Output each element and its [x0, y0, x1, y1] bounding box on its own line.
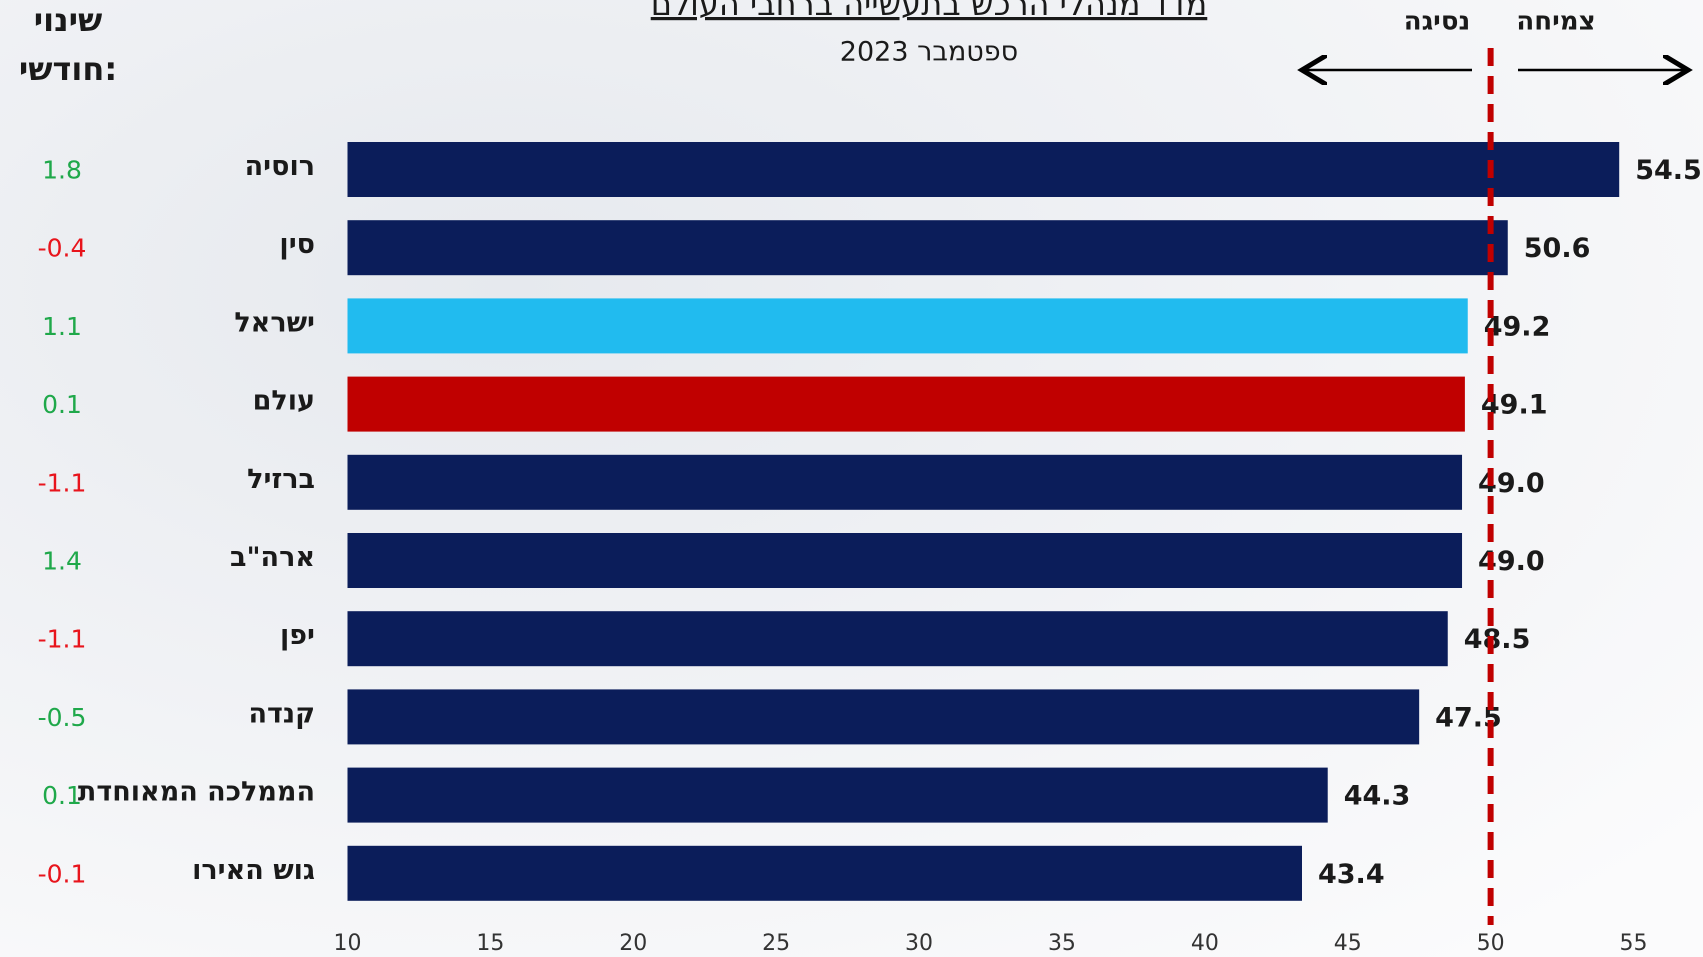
change-label: -0.5	[38, 703, 87, 732]
category-label: ארה"ב	[230, 542, 315, 573]
category-label: גוש האירו	[192, 855, 315, 886]
bar	[347, 376, 1465, 432]
category-label: עולם	[253, 386, 315, 417]
value-label: 43.4	[1318, 859, 1385, 890]
change-label: -1.1	[38, 468, 87, 497]
change-label: 0.1	[42, 390, 82, 419]
x-tick-label: 50	[1477, 931, 1505, 956]
change-label: 1.1	[42, 312, 82, 341]
x-tick-label: 30	[905, 931, 933, 956]
value-label: 49.2	[1484, 311, 1551, 342]
bar	[347, 533, 1463, 588]
change-label: -1.1	[38, 625, 87, 654]
bar	[347, 142, 1620, 197]
category-label: קנדה	[248, 698, 315, 729]
value-label: 44.3	[1344, 781, 1411, 812]
change-label: -0.1	[38, 859, 87, 888]
change-label: 1.4	[42, 547, 82, 576]
chart-subtitle: ספטמבר 2023	[840, 37, 1018, 68]
bar	[347, 611, 1448, 667]
bar	[347, 767, 1328, 823]
x-tick-label: 10	[334, 931, 362, 956]
bar	[347, 845, 1302, 901]
category-label: רוסיה	[245, 151, 315, 182]
value-label: 48.5	[1464, 624, 1531, 655]
x-tick-label: 20	[619, 931, 647, 956]
bar	[347, 220, 1508, 276]
x-tick-label: 15	[476, 931, 504, 956]
change-label: 1.8	[42, 156, 82, 185]
x-tick-label: 35	[1048, 931, 1076, 956]
category-label: סין	[279, 229, 315, 260]
category-label: ברזיל	[247, 464, 315, 495]
threshold-label: נסיגה	[1404, 7, 1471, 37]
change-header: חודשי:	[19, 50, 117, 88]
change-header: שינוי	[34, 1, 103, 39]
change-label: 0.1	[42, 781, 82, 810]
x-tick-label: 55	[1620, 931, 1648, 956]
x-tick-label: 25	[762, 931, 790, 956]
category-label: יפן	[280, 620, 315, 651]
bar	[347, 689, 1420, 745]
x-tick-label: 45	[1334, 931, 1362, 956]
category-label: הממלכה המאוחדת	[78, 777, 315, 808]
bar	[347, 454, 1463, 510]
category-label: ישראל	[234, 307, 315, 338]
change-label: -0.4	[38, 234, 87, 263]
threshold-label: צמיחה	[1516, 7, 1595, 37]
bar	[347, 298, 1468, 354]
value-label: 50.6	[1524, 233, 1591, 264]
chart-title: מדד מנהלי הרכש בתעשייה ברחבי העולם	[651, 0, 1208, 23]
x-tick-label: 40	[1191, 931, 1219, 956]
value-label: 54.5	[1635, 155, 1702, 186]
